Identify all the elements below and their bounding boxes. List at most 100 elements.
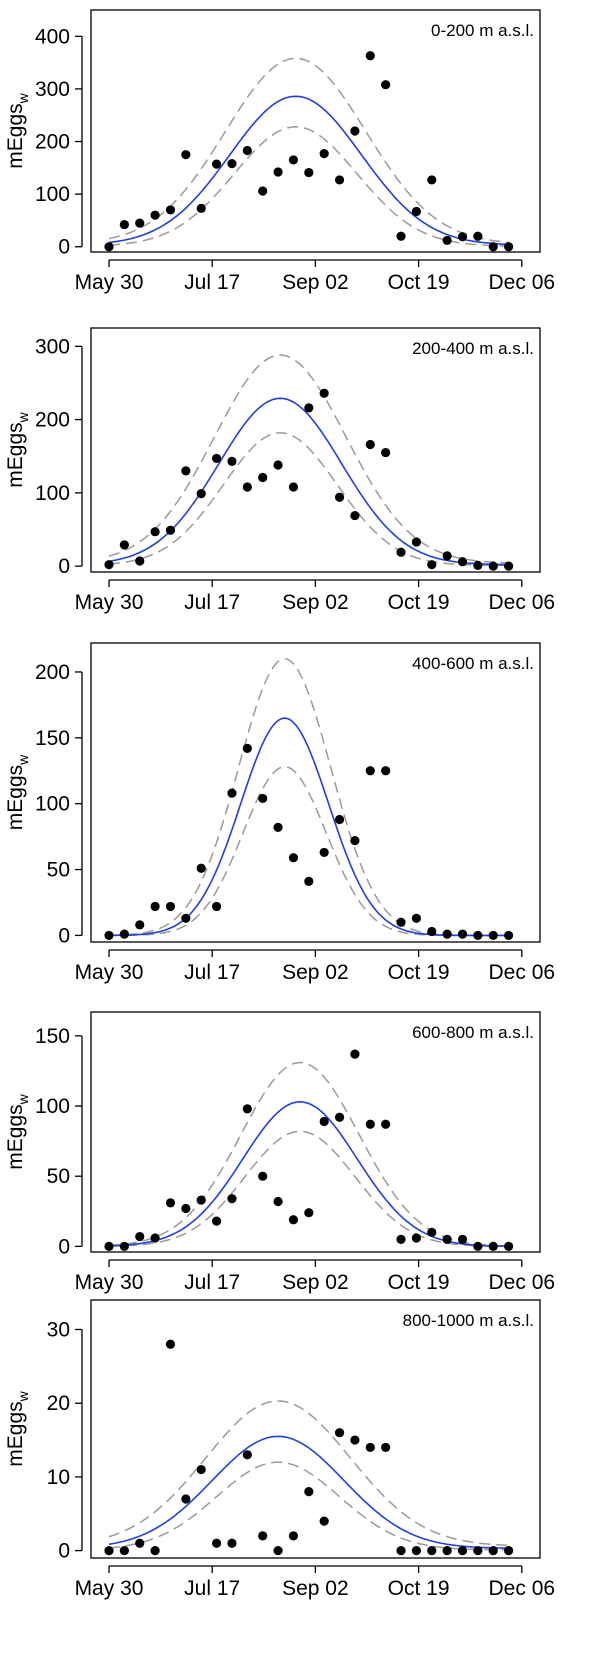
data-point — [165, 525, 176, 535]
panel-label: 800-1000 m a.s.l. — [403, 1311, 534, 1330]
y-tick-label: 150 — [35, 727, 70, 750]
y-tick-label: 100 — [35, 793, 70, 816]
x-tick-label: Jul 17 — [184, 961, 240, 984]
data-point — [381, 766, 391, 776]
panel-label: 200-400 m a.s.l. — [412, 339, 534, 358]
data-point — [150, 1546, 160, 1556]
data-point — [150, 1233, 160, 1243]
x-tick-label: May 30 — [75, 591, 144, 614]
data-point — [165, 1339, 176, 1349]
data-point — [304, 1208, 314, 1218]
data-point — [258, 472, 268, 483]
fit-curve — [108, 95, 509, 246]
data-point — [242, 482, 252, 492]
ci-upper-curve — [108, 354, 509, 564]
y-tick-label: 200 — [35, 131, 70, 154]
data-point — [227, 456, 237, 466]
data-point — [104, 242, 114, 252]
data-point — [242, 1104, 252, 1114]
data-point — [334, 175, 345, 185]
y-axis-label: mEggsw — [4, 411, 31, 487]
data-point — [181, 913, 191, 923]
data-point — [442, 1234, 452, 1244]
x-tick-label: Dec 06 — [489, 271, 556, 294]
ci-lower-curve — [108, 1461, 509, 1551]
data-point — [181, 1203, 191, 1214]
data-point — [381, 447, 391, 458]
y-tick-label: 0 — [58, 1540, 70, 1563]
x-tick-label: Dec 06 — [489, 591, 556, 614]
data-point — [473, 1241, 483, 1251]
x-tick-label: Sep 02 — [282, 271, 349, 294]
y-axis-label-main: mEggs — [4, 103, 27, 168]
data-point — [365, 51, 375, 61]
data-point — [334, 1428, 345, 1438]
data-point — [350, 1049, 360, 1059]
data-point — [488, 1241, 498, 1251]
x-tick-label: May 30 — [75, 961, 144, 984]
data-point — [334, 814, 345, 825]
data-point — [119, 1241, 129, 1251]
y-axis-label: mEggsw — [4, 92, 31, 168]
data-point — [473, 1546, 483, 1556]
data-point — [442, 235, 452, 246]
y-tick-label: 400 — [35, 25, 70, 48]
data-point — [488, 242, 498, 252]
data-point — [119, 540, 129, 550]
data-point — [135, 556, 145, 566]
y-tick-label: 50 — [47, 1165, 70, 1188]
data-point — [288, 1215, 299, 1225]
data-point — [273, 822, 283, 833]
x-tick-label: Dec 06 — [489, 1577, 556, 1600]
data-point — [211, 1538, 222, 1548]
panel-label: 600-800 m a.s.l. — [412, 1023, 534, 1042]
data-point — [227, 159, 237, 169]
data-point — [304, 876, 314, 887]
data-point — [227, 1538, 237, 1548]
data-point — [350, 510, 360, 521]
data-point — [457, 1234, 468, 1244]
plot-frame — [90, 642, 541, 943]
data-point — [211, 1216, 222, 1226]
data-point — [273, 1196, 283, 1207]
data-point — [319, 847, 329, 858]
data-point — [165, 901, 176, 912]
data-point — [273, 460, 283, 470]
data-point — [135, 218, 145, 228]
data-point — [304, 1487, 314, 1497]
fit-curve — [108, 1100, 509, 1247]
data-point — [304, 403, 314, 413]
x-tick-label: Sep 02 — [282, 1271, 349, 1294]
data-point — [273, 1546, 283, 1556]
data-point — [488, 1546, 498, 1556]
data-point — [211, 901, 222, 912]
data-point — [427, 1546, 437, 1556]
plot-frame — [90, 1299, 541, 1559]
y-tick-label: 150 — [35, 1025, 70, 1048]
data-point — [258, 186, 268, 196]
data-point — [427, 926, 437, 937]
data-point — [411, 537, 422, 547]
data-point — [381, 80, 391, 90]
data-point — [258, 1171, 268, 1181]
ci-upper-curve — [108, 1061, 509, 1247]
x-tick-label: Oct 19 — [388, 271, 450, 294]
panel-label: 0-200 m a.s.l. — [431, 21, 534, 40]
data-point — [181, 1494, 191, 1504]
data-point — [365, 439, 375, 450]
y-axis-label: mEggsw — [4, 1390, 31, 1466]
fit-curve — [108, 1435, 509, 1549]
y-axis-label-subscript: w — [15, 1390, 31, 1402]
data-point — [442, 551, 452, 561]
x-tick-label: Jul 17 — [184, 1577, 240, 1600]
y-axis-label-main: mEggs — [4, 1104, 27, 1169]
y-tick-label: 0 — [58, 1235, 70, 1258]
x-tick-label: Oct 19 — [388, 591, 450, 614]
y-axis-label: mEggsw — [4, 754, 31, 830]
y-tick-label: 300 — [35, 335, 70, 358]
y-axis-label-main: mEggs — [4, 1401, 27, 1466]
data-point — [457, 232, 468, 242]
data-point — [104, 1241, 114, 1251]
chart-panel-2: May 30 Jul 17 Sep 02 Oct 19 Dec 06 0 100 200 300… — [4, 327, 556, 614]
